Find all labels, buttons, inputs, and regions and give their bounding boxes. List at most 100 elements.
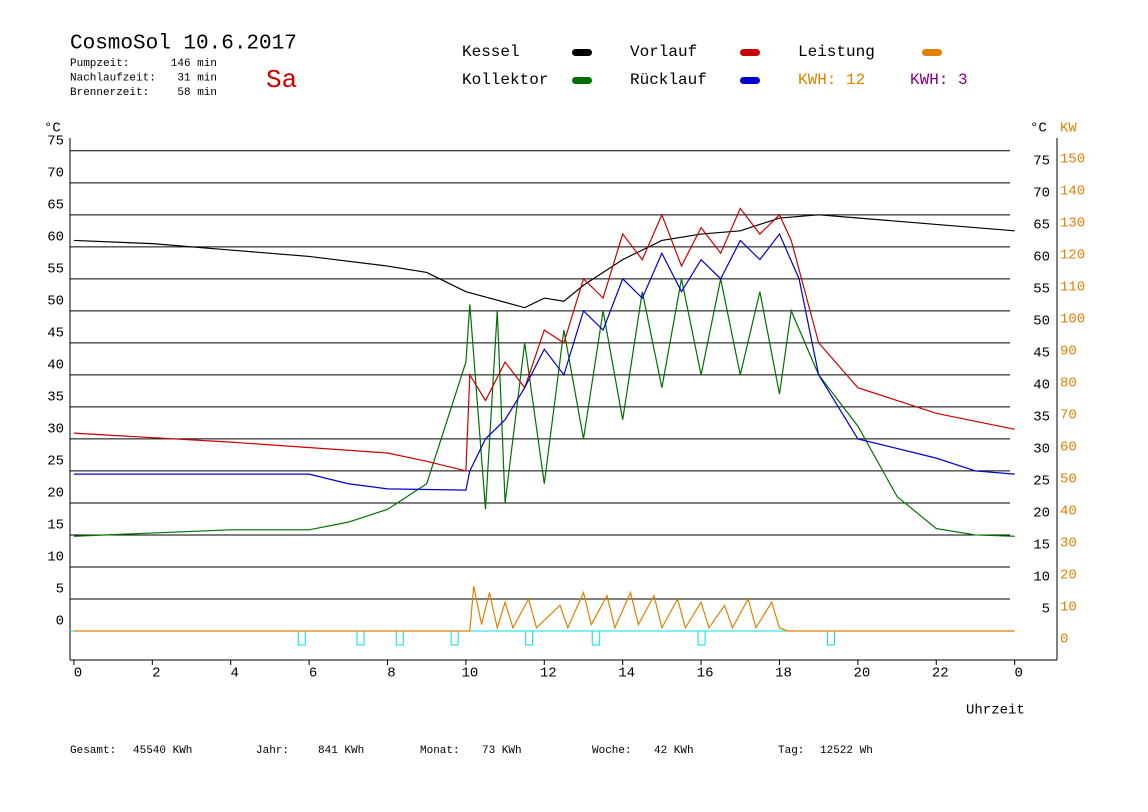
legend-swatch <box>740 49 760 56</box>
y-unit-right: °C <box>1030 121 1047 137</box>
x-tick-label: 2 <box>152 666 160 682</box>
y-tick-label-right: 50 <box>1033 314 1050 330</box>
stat-label: Brennerzeit: <box>70 87 149 99</box>
stat-label: Nachlaufzeit: <box>70 72 156 84</box>
day: Sa <box>266 65 297 95</box>
y-tick-label-right: 10 <box>1033 570 1050 586</box>
y-tick-label-right: 60 <box>1033 250 1050 266</box>
x-tick-label: 6 <box>309 666 317 682</box>
total-value: 841 KWh <box>318 745 364 757</box>
legend-swatch <box>572 77 592 84</box>
y-unit: °C <box>44 121 61 137</box>
y-tick-label-right: 25 <box>1033 474 1050 490</box>
y2-tick-label: 130 <box>1060 216 1085 232</box>
legend-label: Kessel <box>462 43 520 61</box>
energy-label: KWH: 3 <box>910 71 968 89</box>
y-tick-label: 0 <box>56 614 64 630</box>
y-tick-label: 5 <box>56 582 64 598</box>
x-tick-label: 12 <box>540 666 557 682</box>
y-tick-label: 30 <box>47 422 64 438</box>
y2-tick-label: 90 <box>1060 344 1077 360</box>
y-tick-label: 70 <box>47 166 64 182</box>
legend-swatch <box>572 49 592 56</box>
y2-tick-label: 80 <box>1060 376 1077 392</box>
total-label: Monat: <box>420 745 460 757</box>
y-tick-label-right: 15 <box>1033 538 1050 554</box>
total-label: Tag: <box>778 745 804 757</box>
total-value: 45540 KWh <box>133 745 192 757</box>
y-tick-label: 50 <box>47 294 64 310</box>
x-tick-label: 4 <box>231 666 239 682</box>
stat-label: Pumpzeit: <box>70 58 129 70</box>
x-tick-label: 10 <box>461 666 478 682</box>
y-tick-label-right: 35 <box>1033 410 1050 426</box>
y2-tick-label: 60 <box>1060 440 1077 456</box>
series-line <box>73 207 1015 472</box>
pump-pulse <box>826 630 835 646</box>
y2-tick-label: 20 <box>1060 568 1077 584</box>
y-tick-label-right: 70 <box>1033 186 1050 202</box>
y-tick-label-right: 40 <box>1033 378 1050 394</box>
y2-unit: KW <box>1060 121 1077 137</box>
y-tick-label-right: 5 <box>1042 602 1050 618</box>
y2-tick-label: 30 <box>1060 536 1077 552</box>
x-tick-label: 0 <box>1014 666 1022 682</box>
y-tick-label-right: 20 <box>1033 506 1050 522</box>
y-tick-label: 35 <box>47 390 64 406</box>
y-tick-label-right: 45 <box>1033 346 1050 362</box>
y2-tick-label: 50 <box>1060 472 1077 488</box>
y-tick-label-right: 65 <box>1033 218 1050 234</box>
y-tick-label: 55 <box>47 262 64 278</box>
chart-title: CosmoSol 10.6.2017 <box>70 33 297 56</box>
stat-value: 31 min <box>177 72 217 84</box>
y2-tick-label: 100 <box>1060 312 1085 328</box>
series-line <box>73 232 1015 491</box>
pump-pulse <box>356 630 365 646</box>
y-tick-label: 60 <box>47 230 64 246</box>
y-tick-label: 65 <box>47 198 64 214</box>
x-axis-label: Uhrzeit <box>966 703 1025 719</box>
legend-swatch <box>922 49 942 56</box>
series-line <box>73 586 1015 632</box>
x-tick-label: 18 <box>775 666 792 682</box>
y-tick-label: 40 <box>47 358 64 374</box>
legend-swatch <box>740 77 760 84</box>
x-tick-label: 16 <box>697 666 714 682</box>
pump-pulse <box>395 630 404 646</box>
pump-pulse <box>297 630 306 646</box>
y2-tick-label: 150 <box>1060 152 1085 168</box>
y-tick-label: 20 <box>47 486 64 502</box>
pump-pulse <box>450 630 459 646</box>
x-tick-label: 14 <box>618 666 635 682</box>
y-tick-label: 15 <box>47 518 64 534</box>
y2-tick-label: 10 <box>1060 600 1077 616</box>
total-value: 12522 Wh <box>820 745 873 757</box>
x-tick-label: 8 <box>387 666 395 682</box>
y2-tick-label: 70 <box>1060 408 1077 424</box>
legend-label: Vorlauf <box>630 43 697 61</box>
y2-tick-label: 110 <box>1060 280 1085 296</box>
y2-tick-label: 140 <box>1060 184 1085 200</box>
x-tick-label: 20 <box>853 666 870 682</box>
total-value: 73 KWh <box>482 745 522 757</box>
stat-value: 58 min <box>177 87 217 99</box>
energy-label: KWH: 12 <box>798 71 865 89</box>
legend-label: Rücklauf <box>630 71 707 89</box>
y-tick-label: 25 <box>47 454 64 470</box>
y-tick-label-right: 30 <box>1033 442 1050 458</box>
y-tick-label-right: 75 <box>1033 154 1050 170</box>
y2-tick-label: 120 <box>1060 248 1085 264</box>
legend-label: Kollektor <box>462 71 548 89</box>
stat-value: 146 min <box>171 58 217 70</box>
y-tick-label: 10 <box>47 550 64 566</box>
total-label: Woche: <box>592 745 632 757</box>
series-line <box>73 214 1015 309</box>
pump-pulse <box>525 630 534 646</box>
series-line <box>73 278 1015 537</box>
y-tick-label-right: 55 <box>1033 282 1050 298</box>
total-label: Gesamt: <box>70 745 116 757</box>
total-label: Jahr: <box>256 745 289 757</box>
y-tick-label: 75 <box>47 134 64 150</box>
x-tick-label: 0 <box>74 666 82 682</box>
